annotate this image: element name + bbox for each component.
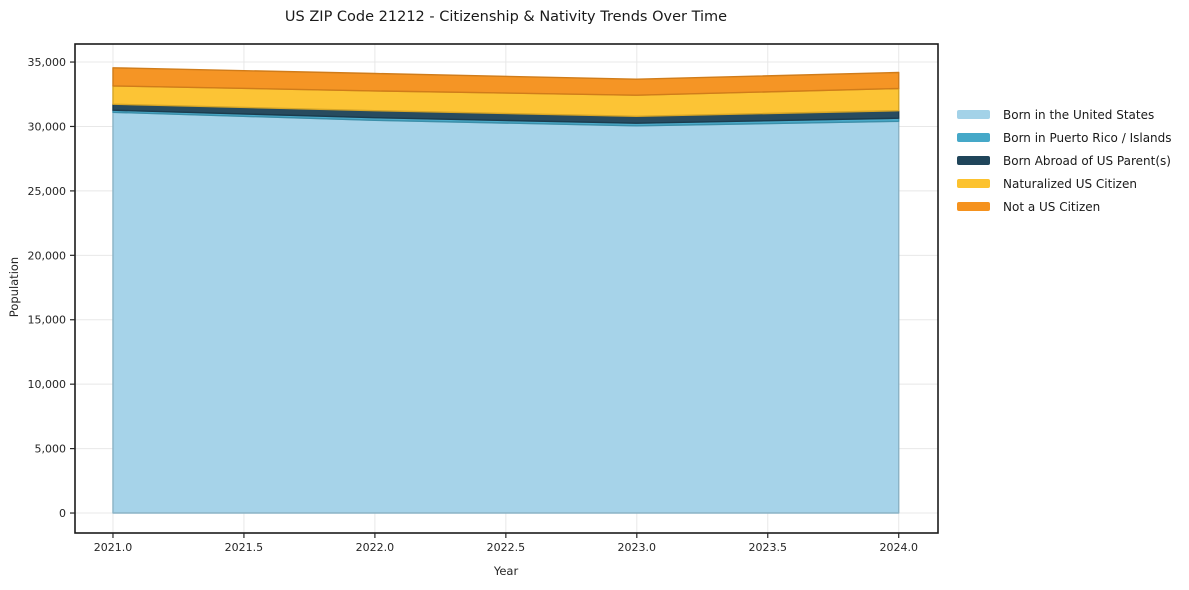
y-tick-label: 30,000 <box>28 120 67 133</box>
legend-item: Born in the United States <box>957 103 1172 126</box>
plot-border <box>74 43 939 534</box>
y-tick-label: 20,000 <box>28 249 67 262</box>
legend-label: Not a US Citizen <box>1003 199 1101 214</box>
legend-swatch <box>957 156 990 165</box>
axis-ticks: 2021.0 2021.5 2022.0 2022.5 2023.0 2023.5 2024… <box>28 56 918 554</box>
legend: Born in the United States Born in Puerto … <box>957 103 1172 218</box>
y-tick-label: 25,000 <box>28 185 67 198</box>
legend-item: Born Abroad of US Parent(s) <box>957 149 1172 172</box>
legend-item: Naturalized US Citizen <box>957 172 1172 195</box>
x-tick-label: 2021.0 <box>94 541 133 554</box>
y-axis-label: Population <box>7 256 21 318</box>
y-tick-label: 15,000 <box>28 314 67 327</box>
legend-swatch <box>957 202 990 211</box>
legend-swatch <box>957 179 990 188</box>
y-tick-label: 10,000 <box>28 378 67 391</box>
y-tick-label: 35,000 <box>28 56 67 69</box>
x-axis-label: Year <box>493 564 519 578</box>
legend-label: Born Abroad of US Parent(s) <box>1003 153 1171 168</box>
area-series-group <box>112 67 900 514</box>
area-not-a-us-citizen <box>112 67 900 96</box>
x-tick-label: 2022.5 <box>487 541 526 554</box>
x-tick-label: 2023.5 <box>749 541 788 554</box>
area-born-in-the-united-states <box>112 111 900 514</box>
y-tick-label: 5,000 <box>35 443 67 456</box>
legend-item: Born in Puerto Rico / Islands <box>957 126 1172 149</box>
legend-label: Born in the United States <box>1003 107 1155 122</box>
x-tick-label: 2024.0 <box>879 541 918 554</box>
x-tick-label: 2021.5 <box>225 541 264 554</box>
legend-swatch <box>957 110 990 119</box>
legend-swatch <box>957 133 990 142</box>
y-tick-label: 0 <box>59 507 66 520</box>
legend-label: Born in Puerto Rico / Islands <box>1003 130 1172 145</box>
chart-title: US ZIP Code 21212 - Citizenship & Nativi… <box>284 9 728 25</box>
x-tick-label: 2023.0 <box>618 541 657 554</box>
legend-label: Naturalized US Citizen <box>1003 176 1137 191</box>
x-tick-label: 2022.0 <box>356 541 395 554</box>
legend-item: Not a US Citizen <box>957 195 1172 218</box>
